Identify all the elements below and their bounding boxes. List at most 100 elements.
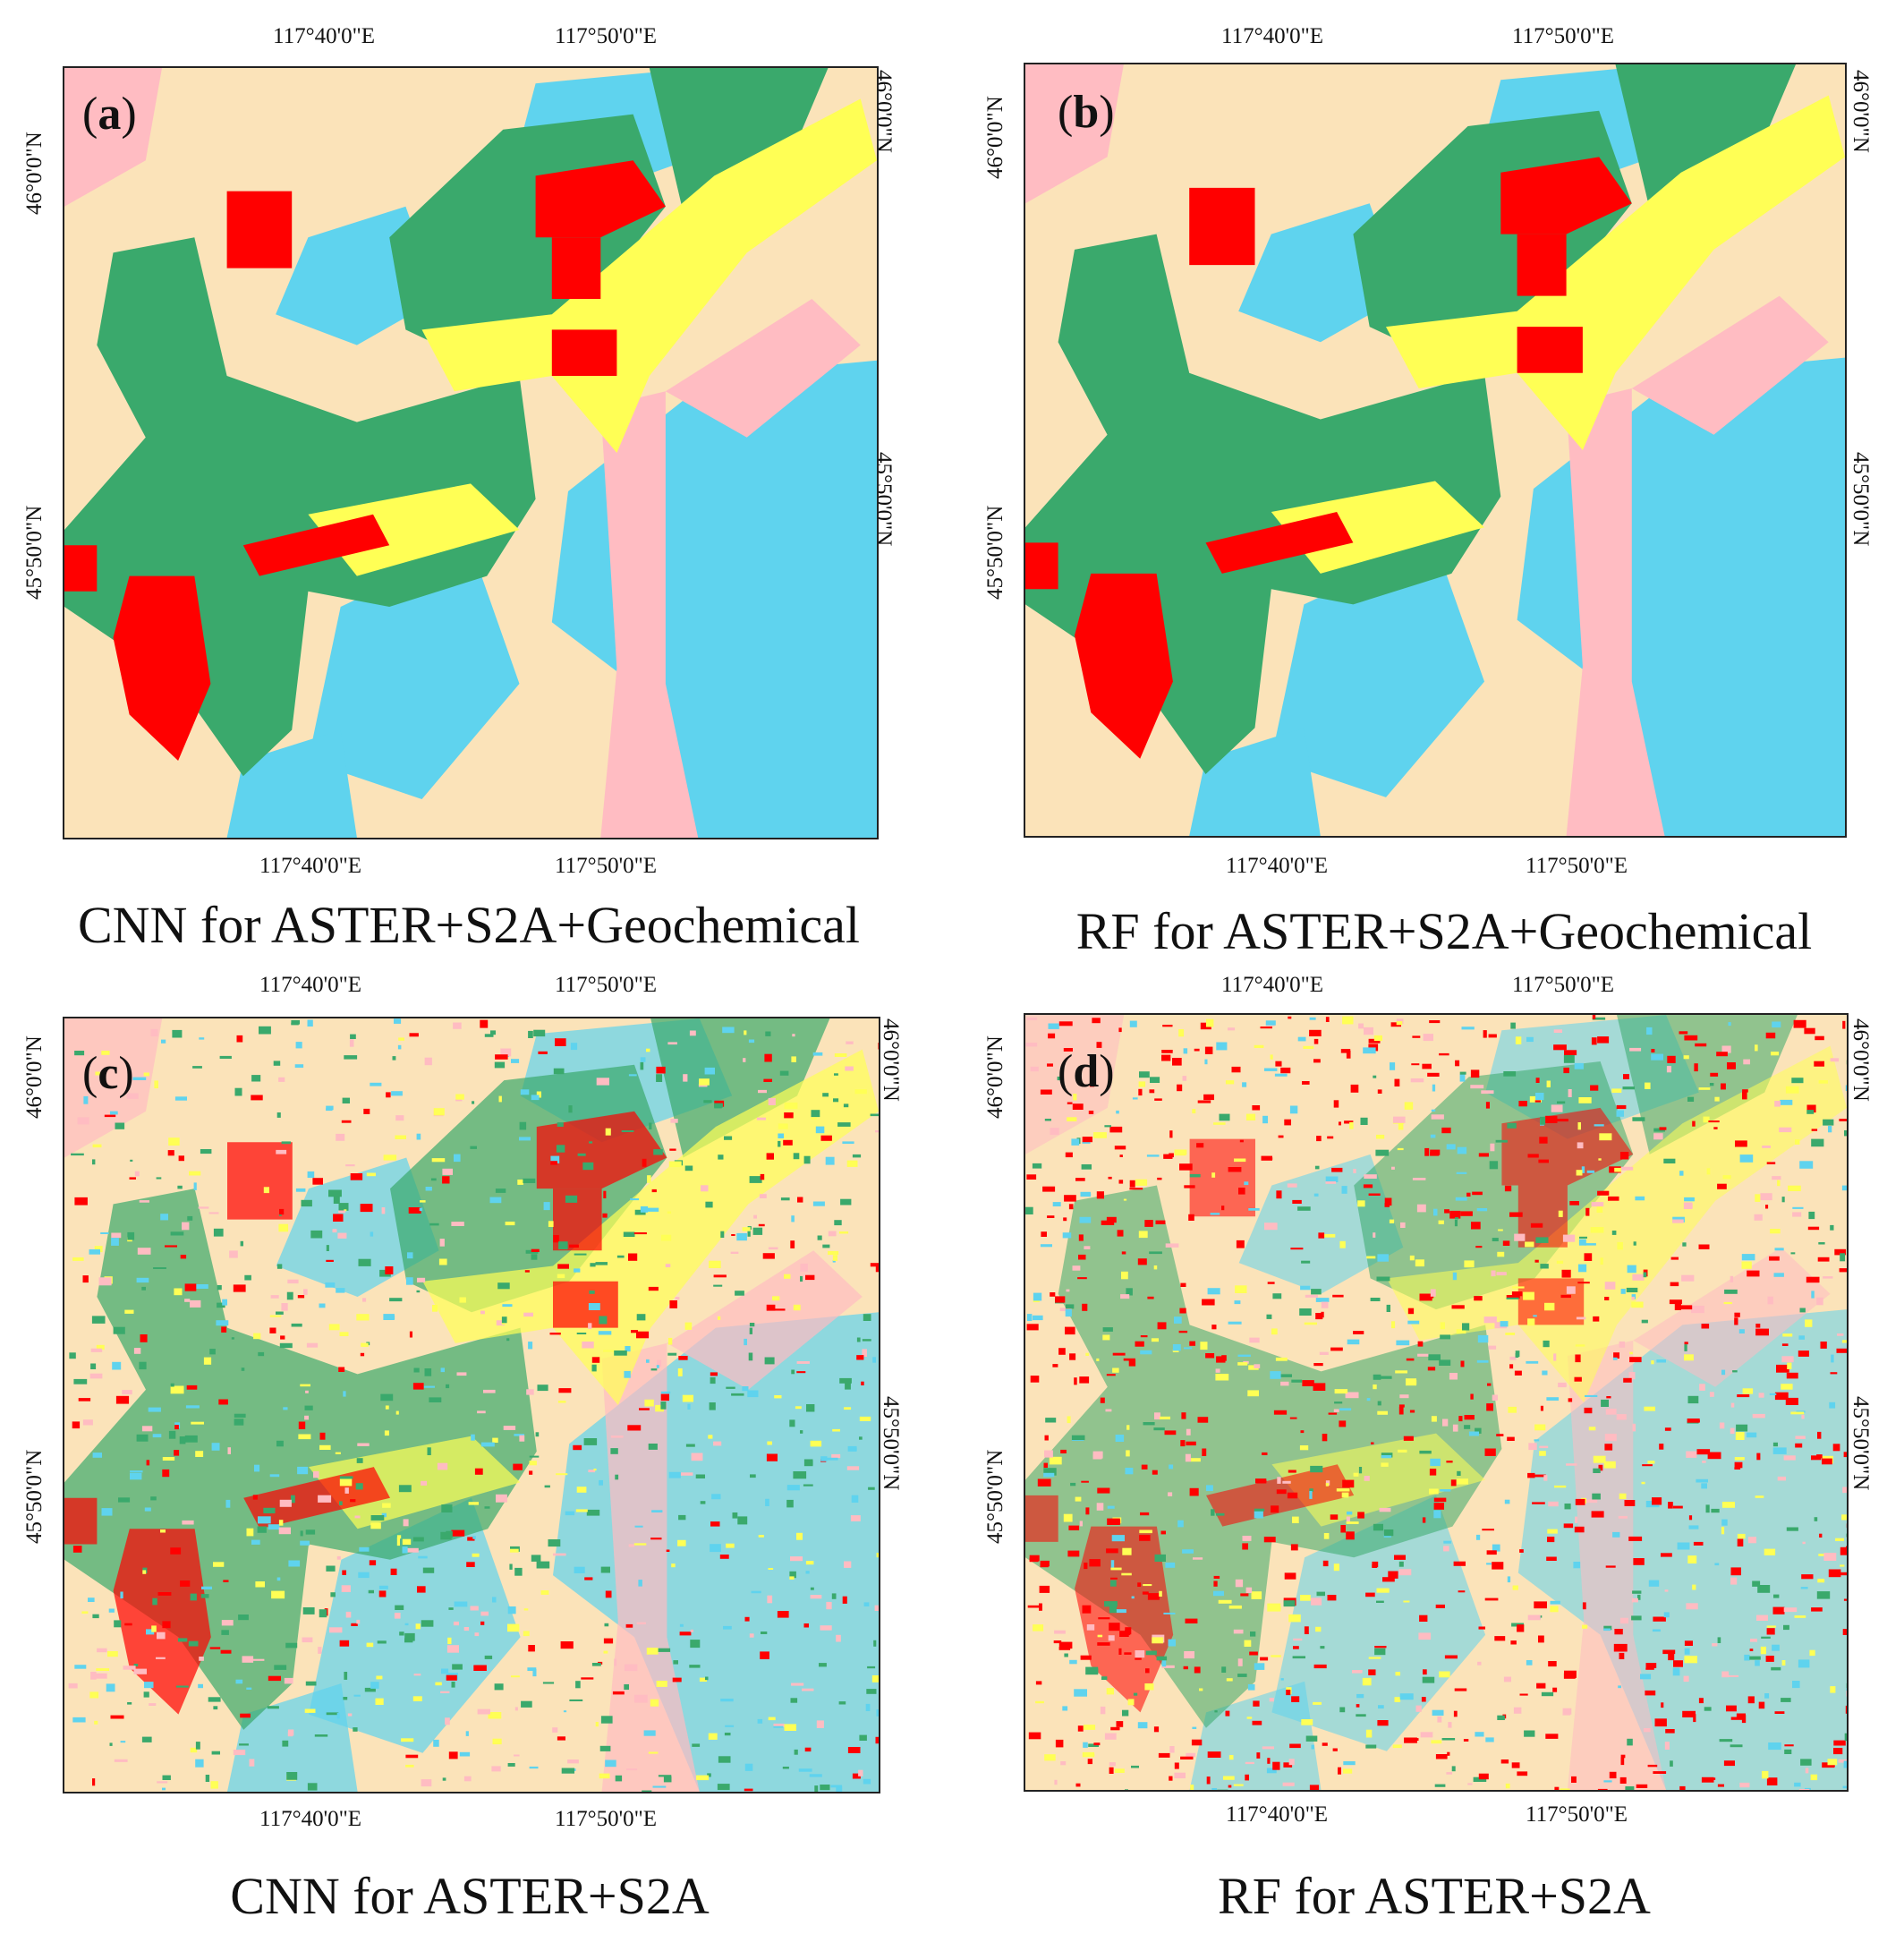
speckle [1342, 1479, 1355, 1488]
speckle [669, 1300, 677, 1308]
speckle [454, 1601, 468, 1607]
speckle [1146, 1154, 1160, 1157]
speckle [1145, 1668, 1150, 1674]
speckle [1322, 1560, 1329, 1567]
speckle [691, 1453, 703, 1461]
speckle [852, 1773, 861, 1779]
speckle [1466, 1192, 1471, 1197]
speckle [445, 1717, 450, 1725]
speckle [287, 1729, 294, 1736]
speckle [651, 1189, 657, 1193]
speckle [1560, 1294, 1571, 1299]
speckle [1710, 1072, 1719, 1077]
speckle [1315, 1298, 1330, 1302]
speckle [507, 1606, 516, 1615]
speckle [291, 1022, 299, 1026]
speckle [1514, 1370, 1522, 1376]
speckle [1684, 1648, 1690, 1655]
speckle [1115, 1435, 1125, 1442]
speckle [678, 1514, 686, 1521]
speckle [1392, 1744, 1402, 1749]
speckle [529, 1470, 533, 1475]
speckle [1353, 1331, 1364, 1334]
speckle [1817, 1579, 1825, 1583]
speckle [1154, 1098, 1162, 1101]
speckle [633, 1543, 647, 1546]
speckle [1183, 1666, 1188, 1670]
speckle [1662, 1649, 1676, 1655]
speckle [330, 1592, 336, 1597]
speckle [1730, 1402, 1735, 1408]
speckle [507, 1763, 515, 1767]
left-lat-label-1: 46°0'0"N [22, 1035, 47, 1119]
speckle [1726, 1705, 1737, 1712]
speckle [1067, 1117, 1077, 1121]
speckle [1794, 1615, 1806, 1618]
speckle [1756, 1615, 1768, 1621]
speckle [558, 1388, 572, 1393]
speckle [1556, 1119, 1568, 1122]
speckle [1716, 1052, 1728, 1057]
speckle [1563, 1523, 1574, 1529]
speckle [350, 1034, 356, 1039]
speckle [1808, 1211, 1815, 1220]
speckle [1734, 1461, 1743, 1469]
speckle [561, 1768, 574, 1774]
speckle [643, 1730, 656, 1736]
speckle [1431, 1114, 1444, 1120]
speckle [811, 1117, 817, 1120]
speckle [1236, 1240, 1245, 1248]
speckle [1137, 1722, 1148, 1729]
speckle [1564, 1504, 1571, 1510]
speckle [655, 1404, 664, 1412]
red-class-region [227, 1142, 293, 1220]
speckle [200, 1594, 209, 1598]
speckle [1439, 1671, 1450, 1678]
speckle [1717, 1183, 1727, 1189]
speckle [699, 1078, 710, 1086]
speckle [152, 1597, 157, 1606]
speckle [222, 1299, 227, 1306]
speckle [162, 1787, 166, 1791]
speckle [1721, 1369, 1726, 1376]
speckle [1805, 1319, 1813, 1327]
speckle [150, 1496, 157, 1501]
speckle [101, 1051, 110, 1055]
speckle [1052, 1364, 1058, 1367]
speckle [784, 1112, 794, 1119]
yellow-class-region [422, 1049, 879, 1405]
speckle [1210, 1213, 1220, 1215]
speckle [184, 1283, 197, 1291]
speckle [150, 1028, 158, 1037]
speckle [440, 1691, 450, 1693]
speckle [1135, 1179, 1148, 1186]
speckle [407, 1252, 413, 1259]
speckle [1575, 1498, 1585, 1505]
speckle [531, 1248, 540, 1252]
speckle [72, 1257, 84, 1261]
speckle [349, 1039, 354, 1047]
speckle [1304, 1626, 1309, 1634]
speckle [1629, 1357, 1642, 1363]
speckle [198, 1683, 203, 1689]
speckle [672, 1677, 682, 1683]
speckle [1398, 1449, 1407, 1453]
speckle [1643, 1272, 1647, 1278]
speckle [1140, 1350, 1152, 1355]
speckle [113, 1326, 125, 1334]
speckle [1110, 1560, 1115, 1568]
speckle [362, 1298, 367, 1302]
speckle [875, 1736, 879, 1744]
speckle [800, 1263, 808, 1272]
speckle [304, 1405, 313, 1410]
speckle [1756, 1453, 1761, 1461]
speckle [246, 1687, 252, 1690]
speckle [1097, 1634, 1103, 1638]
speckle [1101, 1676, 1108, 1680]
speckle [1547, 1537, 1555, 1543]
speckle [531, 1254, 538, 1260]
classification-map [1024, 1013, 1849, 1792]
speckle [851, 1495, 859, 1503]
speckle [383, 1314, 395, 1320]
speckle [1457, 1470, 1461, 1476]
